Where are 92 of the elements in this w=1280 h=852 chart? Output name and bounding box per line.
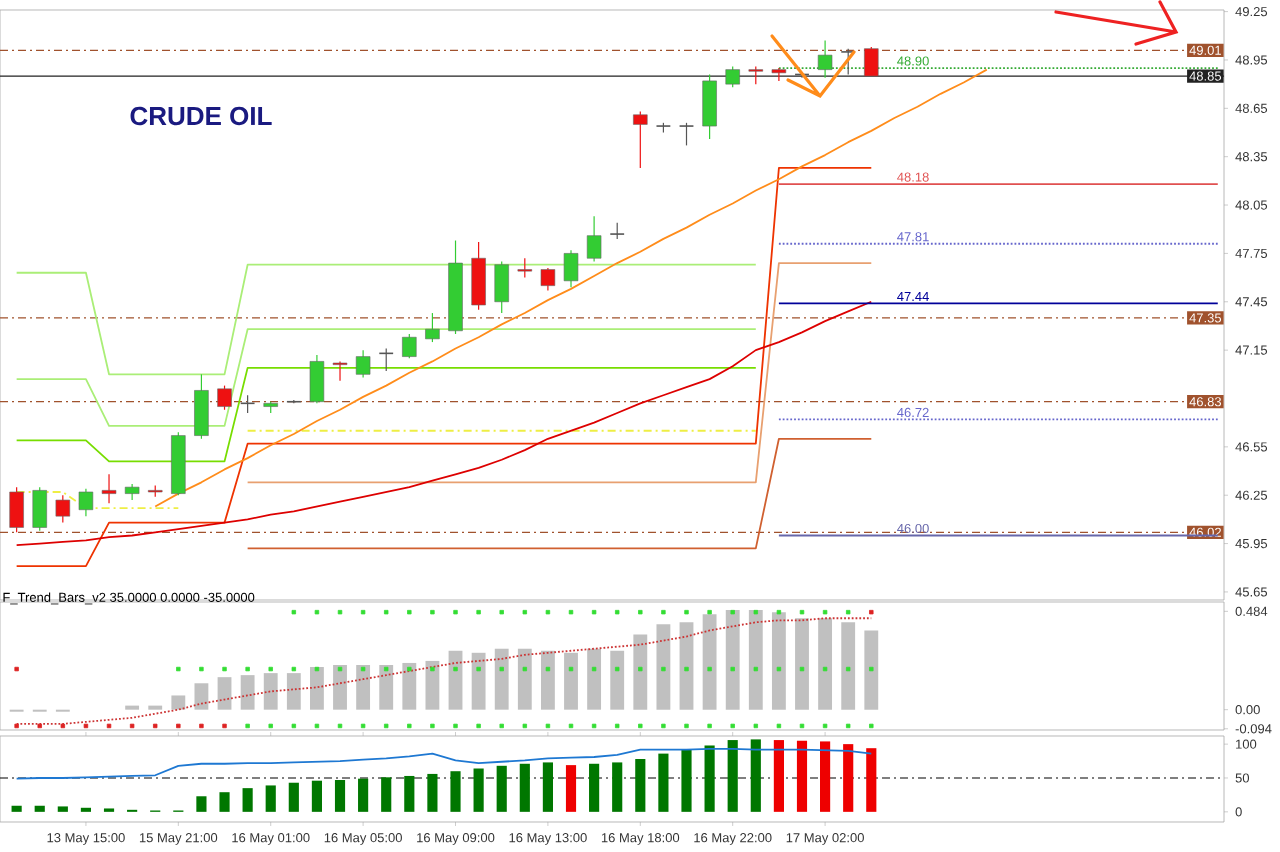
candlestick [678, 122, 695, 146]
bar [309, 667, 324, 710]
bar [843, 744, 854, 812]
bar [704, 745, 715, 812]
candlestick [124, 483, 140, 501]
bar [333, 664, 347, 710]
candlestick [702, 73, 717, 140]
candlestick [864, 46, 879, 77]
candlestick [78, 488, 94, 517]
bar [311, 780, 322, 812]
candlestick [55, 494, 71, 524]
bar [589, 763, 600, 812]
bar [820, 741, 831, 812]
bar [610, 650, 625, 710]
bar [727, 740, 738, 812]
candlestick [494, 260, 509, 314]
bar [196, 796, 207, 812]
bar [818, 618, 833, 710]
bar [796, 740, 808, 812]
bar [404, 775, 415, 812]
candlestick [194, 373, 209, 440]
bar [633, 634, 648, 710]
candlestick [725, 65, 740, 88]
bar [194, 683, 209, 710]
candlestick [309, 354, 325, 404]
bar [402, 662, 417, 710]
bar [635, 759, 646, 812]
bar [242, 788, 253, 812]
bar [217, 677, 232, 710]
bar [496, 765, 507, 812]
bar [358, 778, 369, 812]
bar [450, 771, 461, 812]
bar [265, 785, 276, 812]
bar [540, 650, 555, 710]
candlestick [217, 385, 232, 411]
bar [219, 792, 230, 812]
bar [517, 648, 532, 710]
bar [381, 777, 392, 812]
candlestick [817, 40, 833, 79]
bar [448, 650, 463, 710]
bar [748, 610, 763, 710]
bar [656, 624, 671, 710]
bar [750, 739, 761, 812]
bar [658, 753, 669, 812]
bar [841, 622, 856, 710]
bar [334, 780, 346, 812]
candlestick [586, 215, 602, 263]
candlestick [425, 312, 440, 343]
candlestick [471, 241, 486, 311]
bar [11, 805, 22, 812]
bar [587, 648, 602, 710]
bar [542, 762, 553, 812]
candlestick [9, 486, 24, 533]
bar [34, 805, 45, 812]
bar [612, 762, 623, 812]
bar [725, 610, 740, 710]
bar [681, 749, 692, 812]
bar [866, 748, 877, 812]
bar [864, 630, 879, 710]
bar [379, 664, 394, 710]
bar [773, 740, 784, 812]
bar [288, 782, 299, 812]
bar [795, 618, 809, 710]
candlestick [402, 333, 417, 359]
bar [679, 622, 694, 710]
bar [564, 652, 578, 710]
bar [702, 614, 717, 710]
candlestick [332, 360, 348, 382]
candlestick [540, 267, 556, 292]
bar [565, 765, 577, 812]
bar [471, 652, 486, 710]
candlestick [517, 257, 533, 279]
bar [427, 773, 438, 812]
candlestick [633, 110, 648, 169]
text: CRUDE OIL [130, 106, 272, 126]
candlestick [101, 473, 117, 504]
bar [57, 806, 68, 812]
bar [171, 695, 186, 710]
candlestick [840, 48, 856, 76]
bar [356, 664, 371, 710]
candlestick [563, 249, 579, 288]
bar [286, 673, 301, 710]
bar [519, 763, 530, 812]
bar [425, 660, 440, 710]
bar [771, 612, 786, 710]
candlestick [771, 67, 787, 82]
bar [263, 673, 278, 710]
bar [240, 675, 255, 710]
candlestick [32, 486, 47, 532]
bar [494, 648, 509, 710]
candlestick [355, 349, 371, 379]
bar [473, 768, 484, 812]
